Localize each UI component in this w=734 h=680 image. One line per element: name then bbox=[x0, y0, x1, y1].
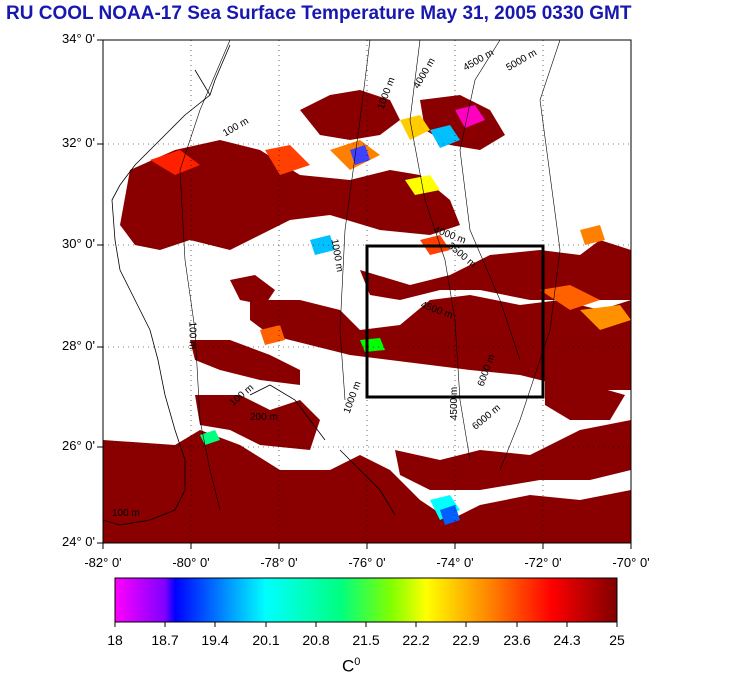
lon-label: -76° 0' bbox=[348, 555, 386, 570]
lat-label: 30° 0' bbox=[62, 236, 95, 251]
isobath-label: 200 m bbox=[250, 412, 278, 423]
colorbar-label: 22.2 bbox=[402, 632, 430, 648]
lat-label: 34° 0' bbox=[62, 31, 95, 46]
lat-label: 24° 0' bbox=[62, 534, 95, 549]
colorbar bbox=[114, 577, 618, 623]
isobath-label: 4500 m bbox=[449, 386, 461, 421]
lon-label: -78° 0' bbox=[260, 555, 298, 570]
colorbar-label: 23.6 bbox=[503, 632, 531, 648]
lat-label: 26° 0' bbox=[62, 438, 95, 453]
colorbar-label: 20.8 bbox=[302, 632, 330, 648]
coastline bbox=[103, 44, 396, 526]
colorbar-label: 21.5 bbox=[352, 632, 380, 648]
isobath-label: 100 m bbox=[112, 508, 140, 519]
isobath-label: 100 m bbox=[186, 321, 198, 350]
colorbar-label: 22.9 bbox=[452, 632, 480, 648]
unit-superscript: 0 bbox=[354, 656, 361, 668]
lon-label: -74° 0' bbox=[436, 555, 474, 570]
colorbar-label: 19.4 bbox=[201, 632, 229, 648]
sst-field bbox=[103, 90, 631, 543]
isobaths bbox=[179, 40, 561, 511]
colorbar-label: 20.1 bbox=[252, 632, 280, 648]
map-title: RU COOL NOAA-17 Sea Surface Temperature … bbox=[6, 3, 632, 24]
unit-text: C bbox=[342, 656, 355, 676]
lat-label: 32° 0' bbox=[62, 135, 95, 150]
colorbar-label: 18.7 bbox=[151, 632, 179, 648]
axis-ticks bbox=[97, 39, 632, 549]
lat-label: 28° 0' bbox=[62, 338, 95, 353]
colorbar-unit: C0 bbox=[342, 656, 360, 677]
lon-label: -80° 0' bbox=[172, 555, 210, 570]
colorbar-ticks bbox=[114, 622, 618, 627]
lon-label: -70° 0' bbox=[612, 555, 650, 570]
study-area-box bbox=[365, 244, 545, 399]
lon-label: -82° 0' bbox=[84, 555, 122, 570]
colorbar-label: 18 bbox=[107, 632, 123, 648]
colorbar-label: 24.3 bbox=[553, 632, 581, 648]
lon-label: -72° 0' bbox=[524, 555, 562, 570]
colorbar-label: 25 bbox=[609, 632, 625, 648]
